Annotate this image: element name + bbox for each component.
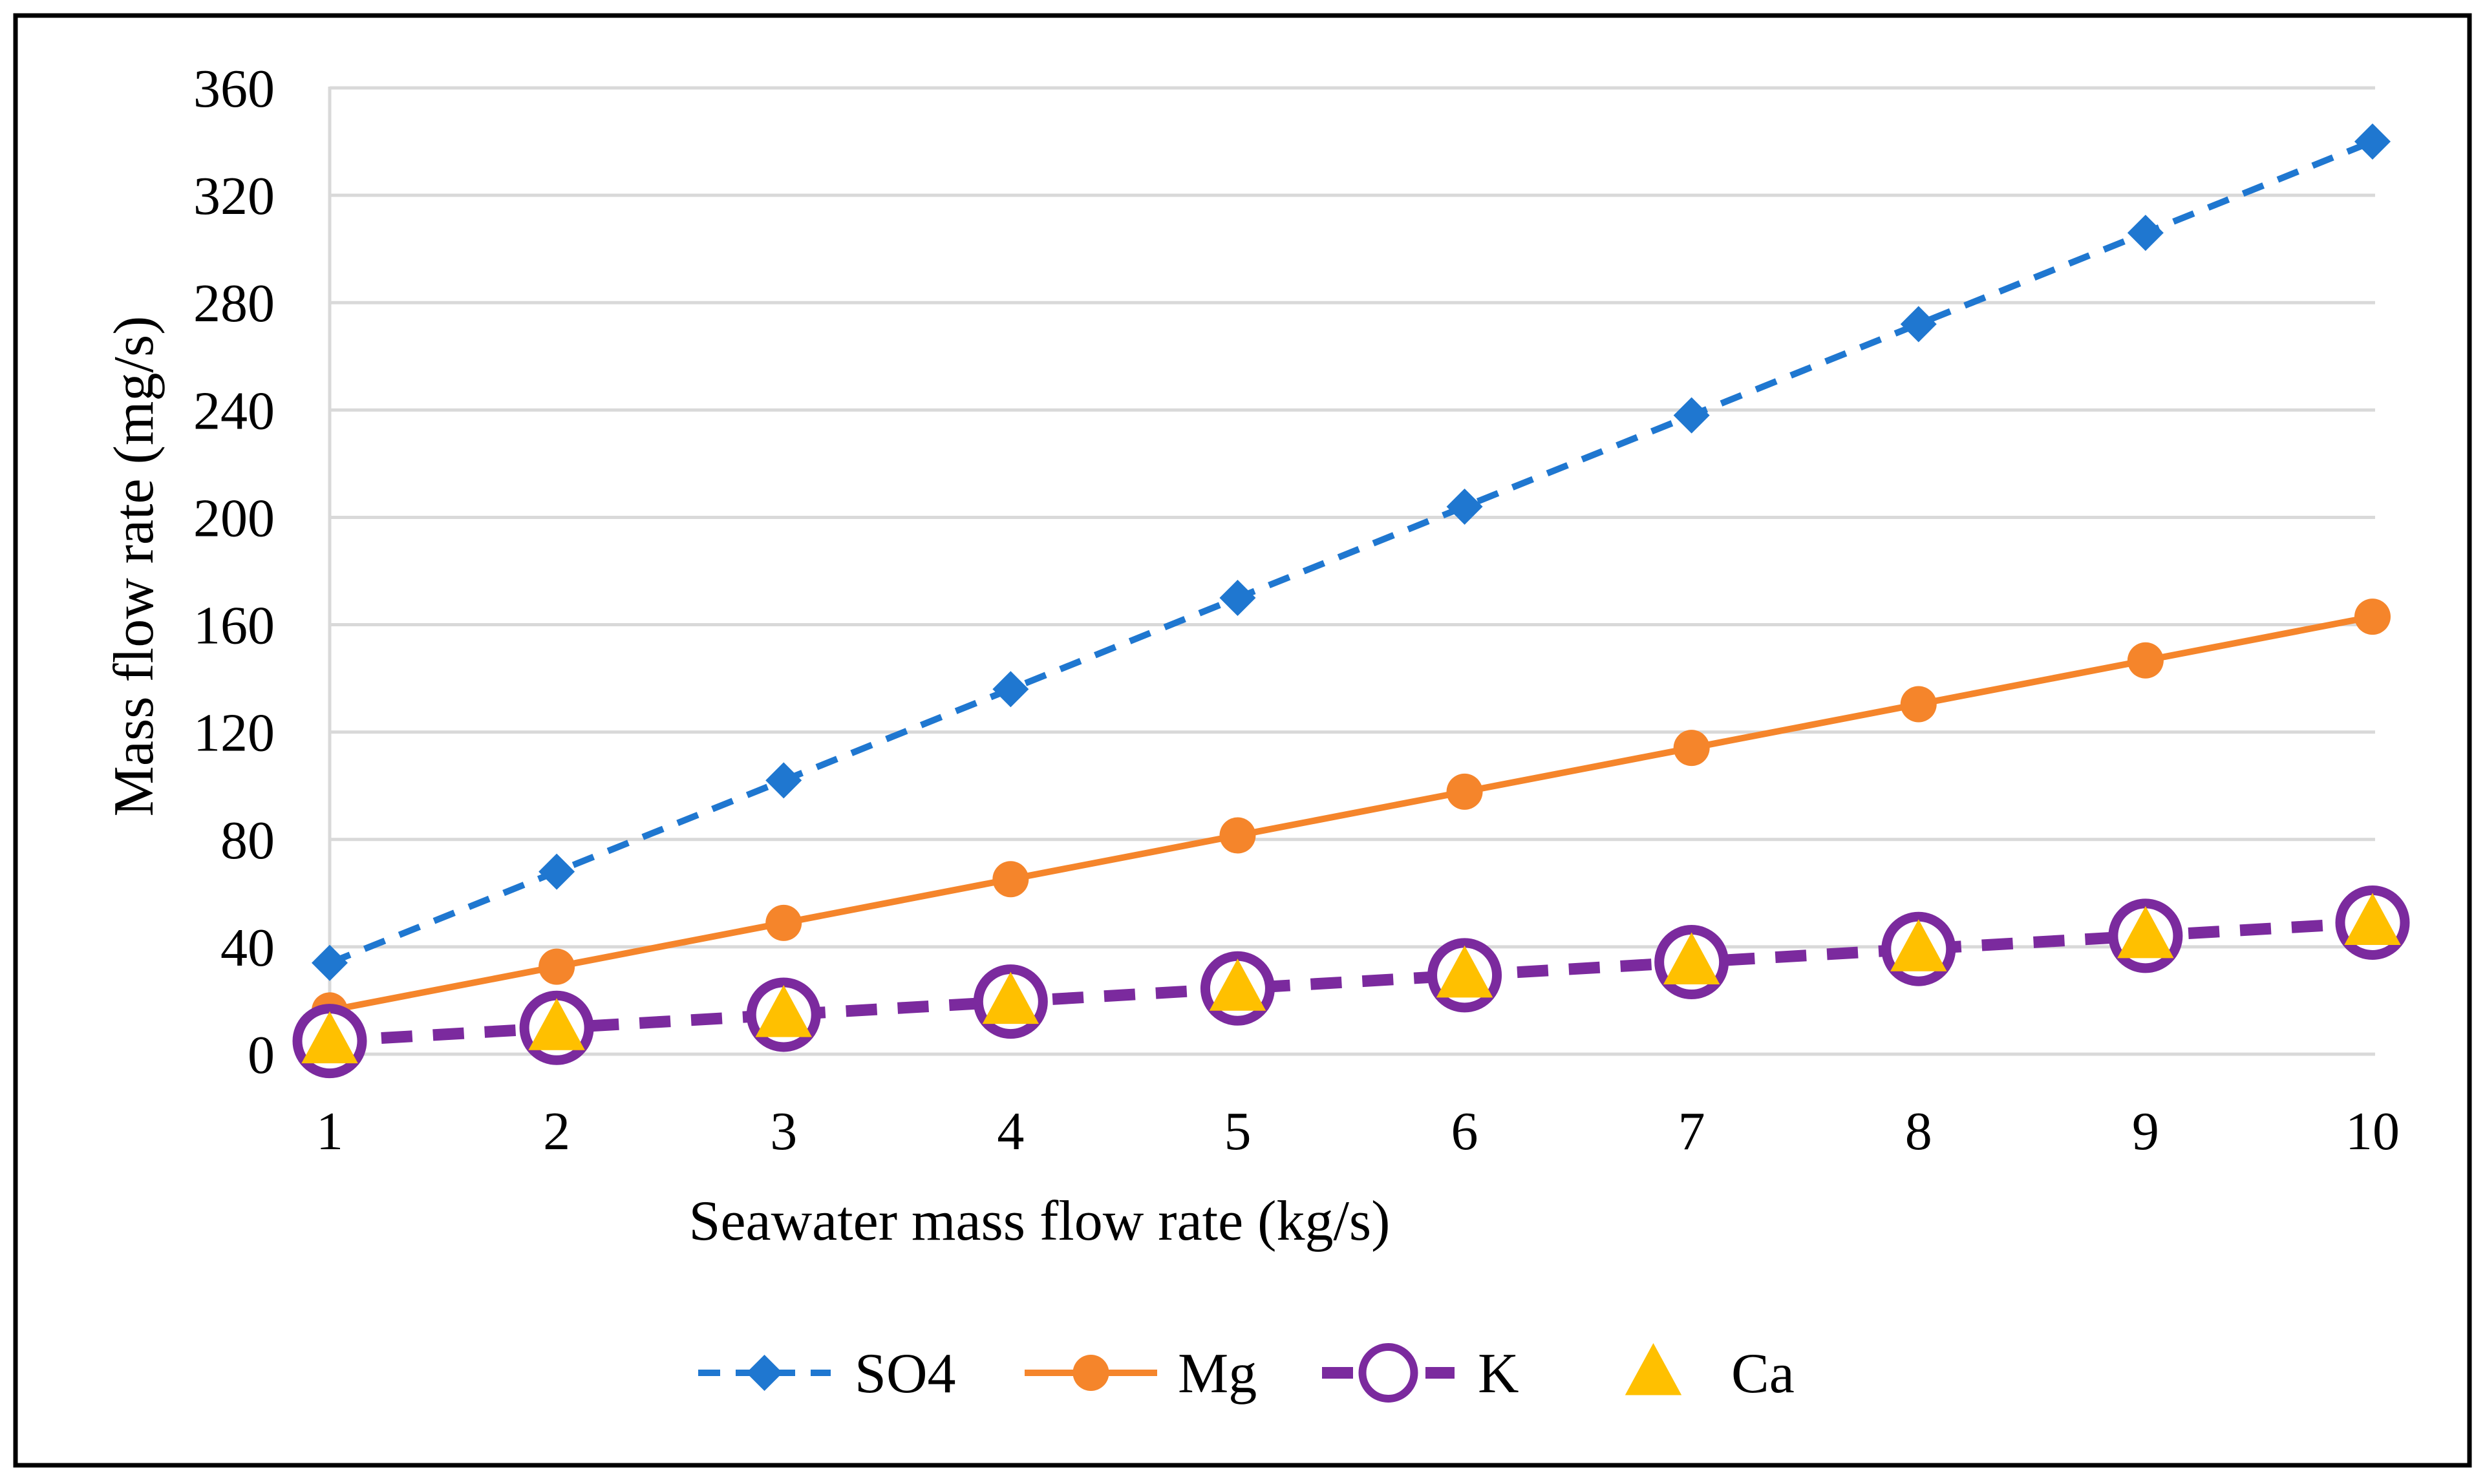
data-point bbox=[1446, 488, 1483, 525]
data-point bbox=[1436, 945, 1493, 998]
legend-label: SO4 bbox=[855, 1342, 956, 1405]
series-line bbox=[328, 138, 2374, 966]
data-point bbox=[2117, 906, 2174, 959]
x-axis-title: Seawater mass flow rate (kg/s) bbox=[689, 1190, 1391, 1253]
series-line bbox=[329, 613, 2373, 1014]
y-tick-label: 280 bbox=[193, 273, 275, 334]
data-point bbox=[1625, 1343, 1682, 1395]
x-tick-label: 6 bbox=[1451, 1101, 1478, 1161]
y-tick-label: 200 bbox=[193, 488, 275, 548]
data-point bbox=[982, 971, 1040, 1024]
y-tick-label: 120 bbox=[193, 703, 275, 763]
data-point bbox=[765, 904, 802, 941]
x-tick-label: 1 bbox=[316, 1101, 343, 1161]
legend-label: Ca bbox=[1731, 1342, 1795, 1405]
legend-item-ca: Ca bbox=[1625, 1342, 1795, 1405]
x-tick-label: 8 bbox=[1905, 1101, 1932, 1161]
legend-item-mg: Mg bbox=[1025, 1342, 1257, 1405]
series-so4 bbox=[312, 123, 2391, 981]
data-point bbox=[1072, 1355, 1109, 1391]
data-point bbox=[539, 948, 575, 985]
x-tick-label: 5 bbox=[1224, 1101, 1251, 1161]
data-point bbox=[765, 762, 802, 799]
legend-item-k: K bbox=[1322, 1342, 1519, 1405]
y-tick-label: 360 bbox=[193, 59, 275, 119]
data-point bbox=[1900, 306, 1937, 343]
data-point bbox=[2344, 893, 2401, 946]
data-point bbox=[992, 861, 1029, 898]
data-point bbox=[539, 853, 575, 890]
data-point bbox=[755, 984, 812, 1037]
data-point bbox=[1890, 919, 1947, 971]
legend-label: Mg bbox=[1178, 1342, 1257, 1405]
x-tick-label: 7 bbox=[1678, 1101, 1705, 1161]
data-point bbox=[301, 1011, 358, 1064]
data-point bbox=[2127, 215, 2164, 251]
legend-label: K bbox=[1478, 1342, 1519, 1405]
axes: 0 40 80 120 160 200 240 280 320 360 1 2 3 4 5 6 7 8 9 10 bbox=[193, 59, 2400, 1161]
data-point bbox=[1900, 686, 1937, 723]
y-tick-label: 80 bbox=[220, 811, 275, 871]
series-ca bbox=[301, 893, 2401, 1064]
y-axis-title: Mass flow rate (mg/s) bbox=[103, 316, 165, 817]
y-tick-label: 240 bbox=[193, 381, 275, 441]
data-point bbox=[2354, 599, 2391, 635]
chart-border bbox=[13, 13, 2472, 1468]
series bbox=[292, 123, 2410, 1079]
data-point bbox=[992, 671, 1029, 708]
data-point bbox=[1446, 773, 1483, 810]
data-point bbox=[1209, 959, 1266, 1011]
x-tick-label: 2 bbox=[543, 1101, 570, 1161]
data-point bbox=[312, 944, 348, 981]
legend-item-so4: SO4 bbox=[698, 1342, 956, 1405]
data-point bbox=[746, 1355, 783, 1391]
data-point bbox=[1663, 932, 1720, 985]
y-tick-label: 160 bbox=[193, 596, 275, 656]
data-point bbox=[1673, 730, 1710, 767]
data-point bbox=[528, 998, 585, 1050]
x-tick-label: 10 bbox=[2345, 1101, 2400, 1161]
y-tick-label: 0 bbox=[248, 1025, 275, 1085]
data-point bbox=[1358, 1343, 1418, 1403]
data-point bbox=[1219, 817, 1256, 854]
y-tick-label: 40 bbox=[220, 918, 275, 978]
legend: SO4 Mg K Ca bbox=[698, 1342, 1795, 1405]
x-tick-label: 4 bbox=[997, 1101, 1024, 1161]
series-line bbox=[329, 917, 2373, 1047]
y-tick-label: 320 bbox=[193, 166, 275, 226]
data-point bbox=[1219, 580, 1256, 617]
data-point bbox=[1673, 397, 1710, 434]
data-point bbox=[2354, 123, 2391, 160]
data-point bbox=[2127, 642, 2164, 679]
x-tick-label: 9 bbox=[2132, 1101, 2159, 1161]
x-tick-label: 3 bbox=[770, 1101, 797, 1161]
